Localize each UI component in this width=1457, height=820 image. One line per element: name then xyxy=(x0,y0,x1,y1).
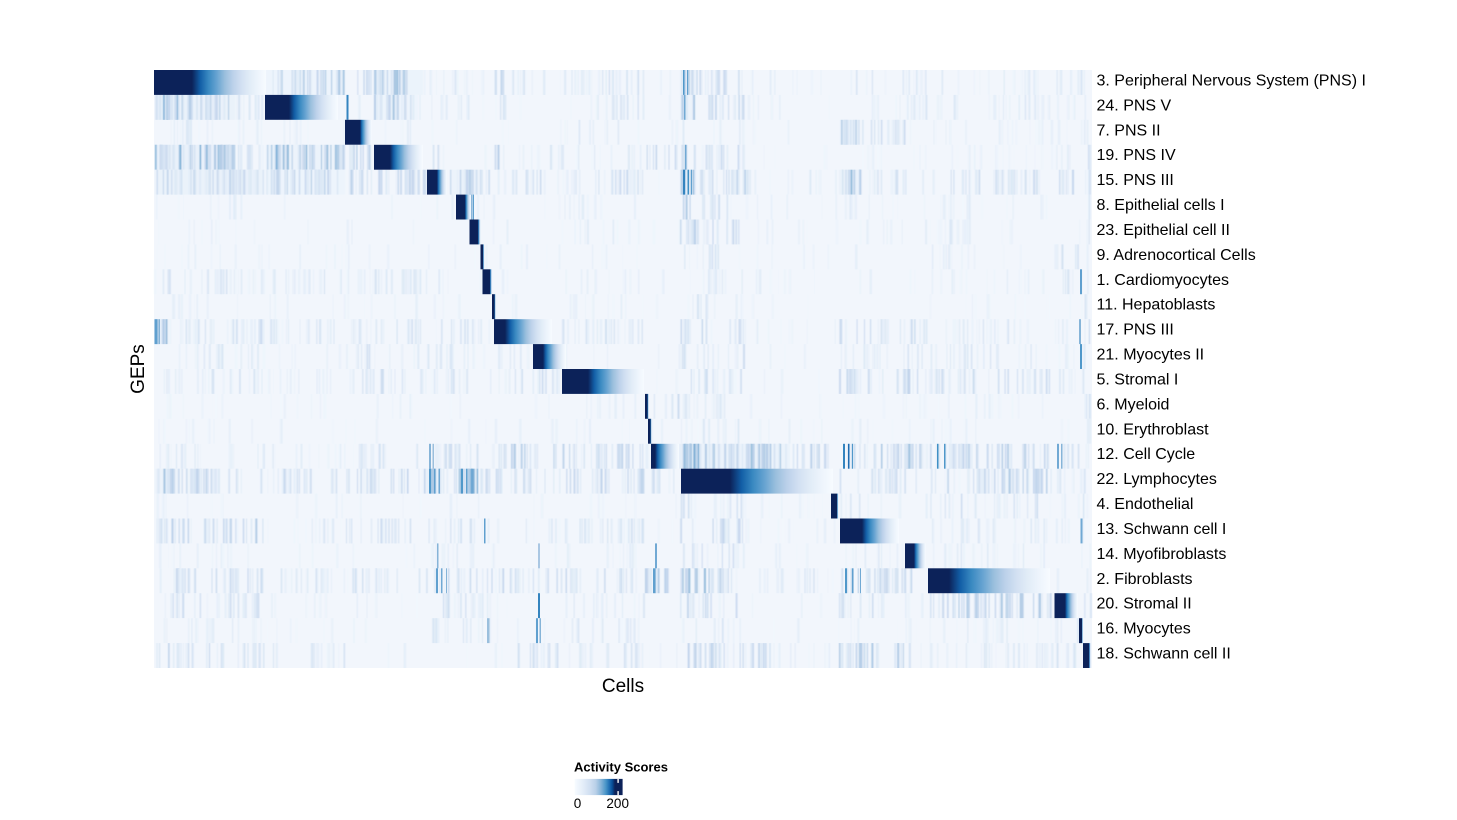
svg-text:1. Cardiomyocytes: 1. Cardiomyocytes xyxy=(1097,272,1230,289)
svg-text:19. PNS IV: 19. PNS IV xyxy=(1097,147,1176,164)
svg-text:20. Stromal II: 20. Stromal II xyxy=(1097,596,1192,613)
svg-text:5. Stromal I: 5. Stromal I xyxy=(1097,372,1179,389)
svg-text:Cells: Cells xyxy=(602,676,644,697)
svg-text:Activity Scores: Activity Scores xyxy=(574,760,668,775)
svg-text:0: 0 xyxy=(574,796,582,811)
svg-text:12. Cell Cycle: 12. Cell Cycle xyxy=(1097,446,1196,463)
svg-text:24. PNS V: 24. PNS V xyxy=(1097,97,1172,114)
svg-text:7. PNS II: 7. PNS II xyxy=(1097,122,1161,139)
svg-text:18. Schwann cell II: 18. Schwann cell II xyxy=(1097,646,1231,663)
svg-text:6. Myeloid: 6. Myeloid xyxy=(1097,396,1170,413)
svg-text:200: 200 xyxy=(606,796,629,811)
svg-text:16. Myocytes: 16. Myocytes xyxy=(1097,621,1191,638)
svg-text:3. Peripheral Nervous System (: 3. Peripheral Nervous System (PNS) I xyxy=(1097,73,1366,90)
svg-text:15. PNS III: 15. PNS III xyxy=(1097,172,1174,189)
svg-text:8. Epithelial cells I: 8. Epithelial cells I xyxy=(1097,197,1225,214)
svg-text:10. Erythroblast: 10. Erythroblast xyxy=(1097,421,1210,438)
svg-text:9. Adrenocortical Cells: 9. Adrenocortical Cells xyxy=(1097,247,1256,264)
svg-text:GEPs: GEPs xyxy=(128,344,149,394)
svg-text:4. Endothelial: 4. Endothelial xyxy=(1097,496,1194,513)
svg-text:13. Schwann cell I: 13. Schwann cell I xyxy=(1097,521,1227,538)
svg-text:14. Myofibroblasts: 14. Myofibroblasts xyxy=(1097,546,1227,563)
svg-text:17. PNS III: 17. PNS III xyxy=(1097,322,1174,339)
svg-text:22. Lymphocytes: 22. Lymphocytes xyxy=(1097,471,1217,488)
svg-text:23. Epithelial cell II: 23. Epithelial cell II xyxy=(1097,222,1230,239)
svg-text:2. Fibroblasts: 2. Fibroblasts xyxy=(1097,571,1193,588)
svg-text:11. Hepatoblasts: 11. Hepatoblasts xyxy=(1097,297,1216,314)
svg-text:21. Myocytes II: 21. Myocytes II xyxy=(1097,347,1205,364)
